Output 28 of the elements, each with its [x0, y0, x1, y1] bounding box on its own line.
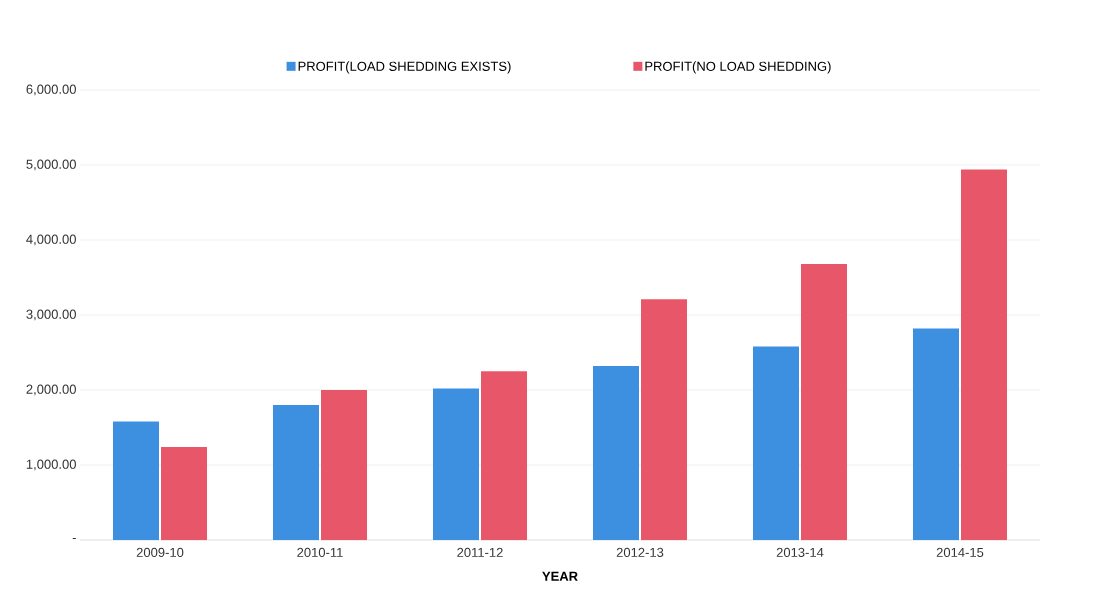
x-tick-label: 2014-15	[936, 547, 984, 557]
y-tick-label: -	[72, 538, 76, 540]
y-tick-label: 3,000.00	[26, 309, 76, 321]
bar	[433, 388, 480, 540]
bar	[961, 169, 1007, 540]
bar	[593, 365, 639, 540]
x-tick-label: 2009-10	[136, 547, 184, 557]
x-axis-title: YEAR	[542, 571, 578, 581]
bar	[113, 421, 160, 540]
x-tick-label: 2011-12	[457, 547, 503, 557]
bar	[273, 404, 319, 540]
y-tick-label: 6,000.00	[26, 84, 76, 96]
bar	[913, 328, 959, 540]
x-tick-label: 2012-13	[616, 547, 664, 557]
x-tick-label: 2013-14	[776, 547, 824, 557]
legend-label: PROFIT(LOAD SHEDDING EXISTS)	[298, 61, 511, 74]
y-tick-label: 2,000.00	[26, 384, 76, 396]
bar	[753, 346, 799, 540]
bar	[801, 263, 847, 540]
bar	[641, 299, 687, 540]
y-tick-label: 4,000.00	[26, 234, 76, 246]
legend-label: PROFIT(NO LOAD SHEDDING)	[645, 61, 831, 74]
y-tick-label: 1,000.00	[26, 459, 76, 471]
y-tick-label: 5,000.00	[26, 159, 76, 171]
x-tick-label: 2010-11	[297, 547, 343, 557]
bar	[481, 371, 527, 540]
bar	[161, 446, 208, 540]
bar	[321, 389, 368, 540]
